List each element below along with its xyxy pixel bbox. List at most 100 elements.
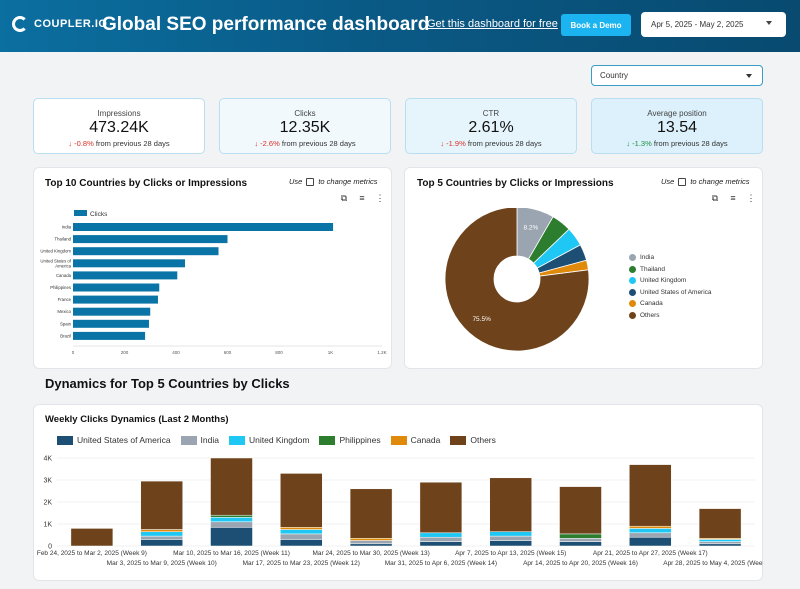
bar-segment[interactable] xyxy=(210,457,253,516)
bar-segment[interactable] xyxy=(140,539,183,547)
pie-legend-item[interactable]: United States of America xyxy=(629,288,712,296)
bar-segment[interactable] xyxy=(419,532,463,538)
bar[interactable] xyxy=(73,223,334,231)
bar-segment[interactable] xyxy=(489,477,532,532)
arrow-down-icon: ↓ xyxy=(68,139,73,148)
bar-segment[interactable] xyxy=(559,538,602,542)
category-label: America xyxy=(55,263,71,268)
kpi-delta-value: -1.9% xyxy=(446,139,466,148)
metric-switch-icon[interactable] xyxy=(306,177,315,186)
pie-slice[interactable] xyxy=(444,208,590,352)
bar[interactable] xyxy=(73,259,186,268)
bar-segment[interactable] xyxy=(210,521,253,528)
y-tick-label: 3K xyxy=(43,478,52,485)
bar[interactable] xyxy=(73,271,178,280)
category-label: United Kingdom xyxy=(40,249,71,254)
bar-segment[interactable] xyxy=(140,535,183,540)
legend-item[interactable]: Philippines xyxy=(319,435,381,445)
bar-segment[interactable] xyxy=(419,536,463,542)
legend-swatch xyxy=(180,435,197,445)
bar-segment[interactable] xyxy=(489,531,532,537)
more-vert-icon[interactable]: ⋮ xyxy=(375,192,385,203)
country-filter-label: Country xyxy=(600,71,629,80)
legend-item[interactable]: Canada xyxy=(390,435,440,445)
bar[interactable] xyxy=(73,295,158,304)
bar-segment[interactable] xyxy=(489,535,532,541)
bar-segment[interactable] xyxy=(280,473,323,528)
pie-legend-item[interactable]: United Kingdom xyxy=(629,277,686,284)
bar-segment[interactable] xyxy=(698,508,742,539)
kpi-delta-value: -0.8% xyxy=(74,139,94,148)
bar[interactable] xyxy=(73,235,228,244)
filter-icon[interactable]: ≡ xyxy=(730,193,736,203)
bar-segment[interactable] xyxy=(140,531,183,537)
x-tick-label: Mar 31, 2025 to Apr 6, 2025 (Week 14) xyxy=(385,560,497,567)
bar-segment[interactable] xyxy=(629,464,672,527)
legend-item[interactable]: Others xyxy=(450,435,496,445)
bar-segment[interactable] xyxy=(419,541,463,547)
bar-segment[interactable] xyxy=(280,533,323,540)
bar-segment[interactable] xyxy=(559,486,602,535)
pie-legend-item[interactable]: India xyxy=(629,254,654,261)
pie-legend-item[interactable]: Canada xyxy=(629,300,663,307)
bar-segment[interactable] xyxy=(698,541,742,545)
bar-segment[interactable] xyxy=(629,525,672,529)
kpi-delta: ↓ -2.6% from previous 28 days xyxy=(220,139,390,148)
bar[interactable] xyxy=(73,247,219,256)
bar-segment[interactable] xyxy=(629,532,672,538)
bar-segment[interactable] xyxy=(140,529,183,532)
pie-legend-item[interactable]: Thailand xyxy=(629,265,665,273)
top5-title: Top 5 Countries by Clicks or Impressions xyxy=(417,178,614,189)
legend-item[interactable]: India xyxy=(180,435,219,445)
metric-switch-icon[interactable] xyxy=(678,177,687,186)
bar[interactable] xyxy=(73,331,146,340)
get-dashboard-link[interactable]: Get this dashboard for free xyxy=(427,18,558,30)
filter-icon[interactable]: ≡ xyxy=(359,193,365,203)
more-vert-icon[interactable]: ⋮ xyxy=(746,192,756,203)
kpi-delta: ↓ -1.3% from previous 28 days xyxy=(592,139,762,148)
explore-icon[interactable]: ⧉ xyxy=(340,192,348,203)
bar-segment[interactable] xyxy=(629,536,672,547)
bar[interactable] xyxy=(73,283,160,292)
x-tick-label: 600 xyxy=(224,350,232,355)
legend-item[interactable]: United States of America xyxy=(57,435,171,445)
bar-segment[interactable] xyxy=(349,488,393,539)
bar-segment[interactable] xyxy=(559,533,602,539)
bar-segment[interactable] xyxy=(210,517,253,523)
date-range-picker[interactable]: Apr 5, 2025 - May 2, 2025 xyxy=(641,12,786,37)
legend-label: Others xyxy=(640,311,660,319)
book-demo-button[interactable]: Book a Demo xyxy=(561,14,631,36)
bar-segment[interactable] xyxy=(280,529,323,535)
bar[interactable] xyxy=(73,307,151,316)
legend-label: Others xyxy=(470,435,496,445)
legend-swatch xyxy=(450,435,467,445)
bar-segment[interactable] xyxy=(698,539,742,542)
bar-segment[interactable] xyxy=(349,538,393,541)
bar-segment[interactable] xyxy=(210,514,253,518)
bar-segment[interactable] xyxy=(280,527,323,530)
bar-segment[interactable] xyxy=(349,543,393,547)
bar-segment[interactable] xyxy=(70,528,114,547)
bar-segment[interactable] xyxy=(349,540,393,545)
chevron-down-icon xyxy=(746,74,752,78)
bar-segment[interactable] xyxy=(559,541,602,547)
bar-segment[interactable] xyxy=(698,543,742,547)
bar-segment[interactable] xyxy=(280,539,323,547)
bar-segment[interactable] xyxy=(210,527,253,547)
x-tick-label: Mar 24, 2025 to Mar 30, 2025 (Week 13) xyxy=(312,550,429,557)
legend-dot xyxy=(629,311,636,319)
chevron-down-icon xyxy=(766,21,772,25)
legend-label: United Kingdom xyxy=(248,435,310,445)
bar-segment[interactable] xyxy=(419,481,463,534)
bar-segment[interactable] xyxy=(489,540,532,547)
explore-icon[interactable]: ⧉ xyxy=(711,192,719,203)
x-tick-label: 800 xyxy=(275,350,283,355)
pie-legend-item[interactable]: Others xyxy=(629,311,660,319)
country-filter[interactable]: Country xyxy=(591,65,763,86)
bar-segment[interactable] xyxy=(629,528,672,534)
x-tick-label: 400 xyxy=(172,350,180,355)
legend-item[interactable]: United Kingdom xyxy=(228,435,310,445)
bar[interactable] xyxy=(73,319,149,328)
bar-segment[interactable] xyxy=(140,480,183,530)
coupler-logo[interactable]: COUPLER.IO xyxy=(12,16,107,32)
